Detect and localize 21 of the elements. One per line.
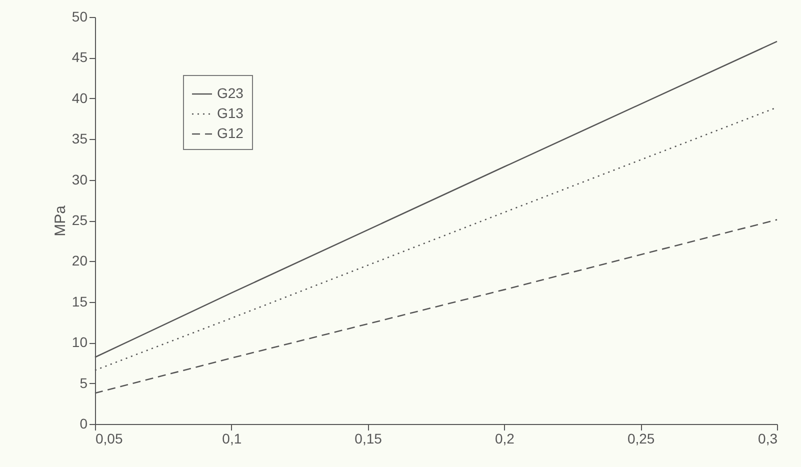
- y-tick-label: 10: [72, 334, 88, 350]
- y-tick-label: 25: [72, 212, 88, 228]
- legend-label: G12: [217, 125, 244, 141]
- y-axis-title: MPa: [52, 204, 69, 236]
- y-tick-label: 40: [72, 90, 88, 106]
- x-tick-label: 0,2: [494, 430, 515, 446]
- y-tick-label: 30: [72, 171, 88, 188]
- y-tick-label: 0: [80, 416, 88, 432]
- y-tick-label: 20: [72, 252, 88, 269]
- y-tick-label: 15: [72, 293, 88, 310]
- x-tick-label: 0,05: [96, 430, 123, 446]
- y-tick-label: 45: [72, 49, 88, 66]
- x-tick-label: 0,1: [222, 430, 242, 446]
- legend-label: G23: [217, 85, 244, 101]
- y-tick-label: 5: [80, 374, 88, 391]
- legend-label: G13: [217, 105, 244, 121]
- x-tick-label: 0,25: [627, 430, 655, 446]
- y-tick-label: 50: [72, 8, 88, 24]
- x-tick-label: 0,3: [758, 430, 778, 446]
- x-tick-label: 0,15: [354, 430, 382, 446]
- y-tick-label: 35: [72, 130, 88, 147]
